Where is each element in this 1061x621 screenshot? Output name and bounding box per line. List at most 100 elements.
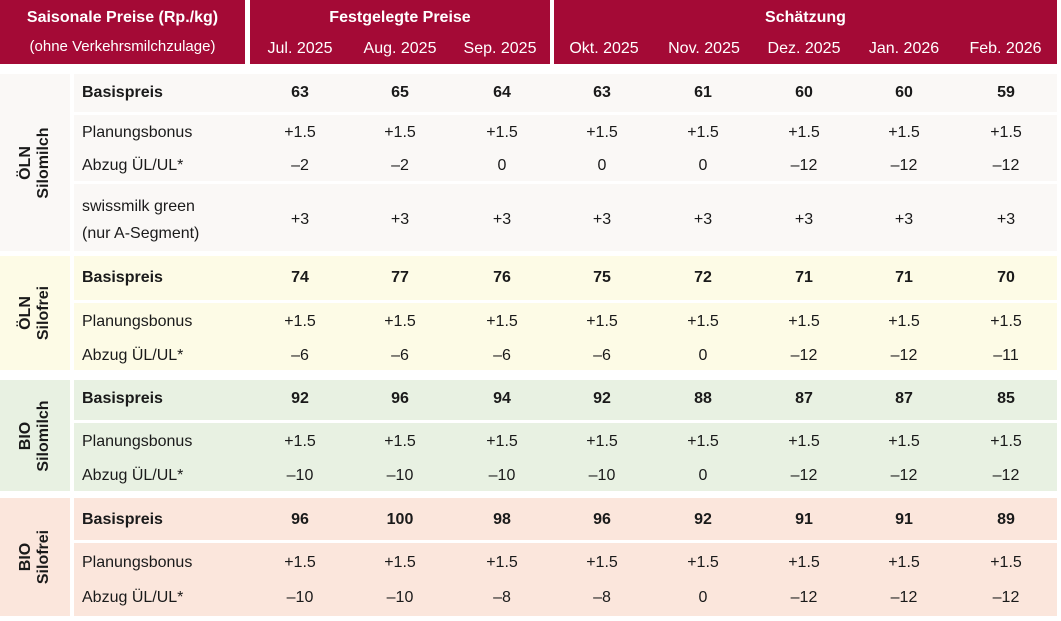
cell-value: –6 bbox=[391, 347, 409, 364]
cell-value: –2 bbox=[291, 157, 309, 174]
cell-value: –6 bbox=[291, 347, 309, 364]
table-row: Planungsbonus +1.5 +1.5 +1.5 +1.5 +1.5 +… bbox=[74, 423, 1057, 491]
cell-value: 87 bbox=[795, 390, 813, 407]
cell-value: +1.5 bbox=[586, 124, 618, 141]
cell-value: 74 bbox=[291, 269, 309, 286]
cell-value: 71 bbox=[895, 269, 913, 286]
row-label-secondary: (nur A-Segment) bbox=[82, 225, 200, 242]
row-label: swissmilk green bbox=[82, 198, 195, 215]
row-label: Planungsbonus bbox=[82, 313, 193, 330]
cell-value: –12 bbox=[790, 157, 818, 174]
cell-value: –12 bbox=[992, 157, 1020, 174]
cell-value: –12 bbox=[890, 589, 918, 606]
cell-value: 65 bbox=[391, 84, 409, 101]
group-label-top: BIO bbox=[17, 542, 34, 572]
month-header: Jan. 2026 bbox=[868, 40, 940, 57]
cell-value: +1.5 bbox=[687, 124, 719, 141]
table-row: Planungsbonus +1.5 +1.5 +1.5 +1.5 +1.5 +… bbox=[74, 115, 1057, 181]
row-label: Planungsbonus bbox=[82, 433, 193, 450]
group-side-label: ÖLN Silofrei bbox=[0, 256, 70, 370]
cell-value: –10 bbox=[386, 467, 414, 484]
cell-value: +1.5 bbox=[586, 313, 618, 330]
row-label: Planungsbonus bbox=[82, 554, 193, 571]
row-label: Planungsbonus bbox=[82, 124, 193, 141]
month-header: Jul. 2025 bbox=[267, 40, 333, 57]
cell-value: 77 bbox=[391, 269, 409, 286]
cell-value: +1.5 bbox=[284, 554, 316, 571]
row-label: Basispreis bbox=[82, 269, 163, 286]
group-label-bottom: Silofrei bbox=[35, 529, 52, 585]
cell-value: 0 bbox=[698, 157, 708, 174]
group-label-bottom: Silomilch bbox=[35, 399, 52, 472]
table-row: Basispreis 63 65 64 63 61 60 60 59 bbox=[74, 74, 1057, 112]
cell-value: +1.5 bbox=[788, 124, 820, 141]
header-title-cell: Saisonale Preise (Rp./kg) (ohne Verkehrs… bbox=[0, 0, 245, 64]
cell-value: +1.5 bbox=[788, 554, 820, 571]
cell-value: +1.5 bbox=[384, 124, 416, 141]
cell-value: +1.5 bbox=[888, 313, 920, 330]
group-bio-silofrei: BIO Silofrei Basispreis 96 100 98 96 92 9… bbox=[0, 498, 1057, 616]
cell-value: –10 bbox=[588, 467, 616, 484]
group-oeln-silomilch: ÖLN Silomilch Basispreis 63 65 64 63 61 6… bbox=[0, 74, 1057, 251]
cell-value: –12 bbox=[992, 467, 1020, 484]
cell-value: +1.5 bbox=[788, 313, 820, 330]
table-row: Planungsbonus +1.5 +1.5 +1.5 +1.5 +1.5 +… bbox=[74, 303, 1057, 370]
cell-value: +1.5 bbox=[586, 554, 618, 571]
cell-value: –6 bbox=[493, 347, 511, 364]
group-side-label: BIO Silofrei bbox=[0, 498, 70, 616]
month-header: Aug. 2025 bbox=[363, 40, 437, 57]
cell-value: 0 bbox=[597, 157, 607, 174]
row-label: Basispreis bbox=[82, 511, 163, 528]
cell-value: 60 bbox=[895, 84, 913, 101]
cell-value: –12 bbox=[890, 467, 918, 484]
row-label: Abzug ÜL/UL* bbox=[82, 347, 184, 364]
header-subtitle: (ohne Verkehrsmilchzulage) bbox=[29, 38, 216, 55]
cell-value: 76 bbox=[493, 269, 511, 286]
cell-value: +1.5 bbox=[990, 554, 1022, 571]
cell-value: +1.5 bbox=[788, 433, 820, 450]
table-row: swissmilk green (nur A-Segment) +3 +3 +3… bbox=[74, 184, 1057, 251]
cell-value: 64 bbox=[493, 84, 511, 101]
cell-value: 94 bbox=[493, 390, 511, 407]
cell-value: +1.5 bbox=[990, 433, 1022, 450]
month-header: Okt. 2025 bbox=[569, 40, 639, 57]
header-fixed-prices-label: Festgelegte Preise bbox=[329, 9, 471, 26]
cell-value: –12 bbox=[790, 467, 818, 484]
cell-value: +1.5 bbox=[284, 124, 316, 141]
cell-value: 60 bbox=[795, 84, 813, 101]
group-bio-silomilch: BIO Silomilch Basispreis 92 96 94 92 88 8… bbox=[0, 380, 1057, 491]
row-label: Basispreis bbox=[82, 84, 163, 101]
cell-value: 75 bbox=[593, 269, 611, 286]
cell-value: 0 bbox=[698, 589, 708, 606]
table-row: Basispreis 92 96 94 92 88 87 87 85 bbox=[74, 380, 1057, 420]
group-label-bottom: Silomilch bbox=[35, 126, 52, 199]
cell-value: +1.5 bbox=[888, 554, 920, 571]
table-row: Planungsbonus +1.5 +1.5 +1.5 +1.5 +1.5 +… bbox=[74, 543, 1057, 616]
header-title: Saisonale Preise (Rp./kg) bbox=[26, 9, 219, 26]
cell-value: –12 bbox=[890, 157, 918, 174]
cell-value: 98 bbox=[493, 511, 511, 528]
cell-value: +1.5 bbox=[586, 433, 618, 450]
cell-value: +1.5 bbox=[384, 313, 416, 330]
cell-value: +3 bbox=[794, 211, 814, 228]
cell-value: +3 bbox=[492, 211, 512, 228]
cell-value: +1.5 bbox=[486, 313, 518, 330]
cell-value: 92 bbox=[593, 390, 611, 407]
cell-value: –12 bbox=[890, 347, 918, 364]
group-oeln-silofrei: ÖLN Silofrei Basispreis 74 77 76 75 72 71… bbox=[0, 256, 1057, 370]
cell-value: +3 bbox=[693, 211, 713, 228]
cell-value: +1.5 bbox=[284, 313, 316, 330]
cell-value: 91 bbox=[795, 511, 813, 528]
cell-value: 88 bbox=[694, 390, 712, 407]
cell-value: 61 bbox=[694, 84, 712, 101]
group-label-top: ÖLN bbox=[17, 296, 34, 330]
cell-value: –12 bbox=[790, 347, 818, 364]
cell-value: +1.5 bbox=[990, 313, 1022, 330]
group-side-label: ÖLN Silomilch bbox=[0, 74, 70, 251]
cell-value: +1.5 bbox=[687, 313, 719, 330]
cell-value: 72 bbox=[694, 269, 712, 286]
group-label-bottom: Silofrei bbox=[35, 285, 52, 341]
cell-value: +1.5 bbox=[687, 554, 719, 571]
header-estimate: Schätzung Okt. 2025 Nov. 2025 Dez. 2025 … bbox=[554, 0, 1057, 64]
cell-value: +1.5 bbox=[486, 124, 518, 141]
